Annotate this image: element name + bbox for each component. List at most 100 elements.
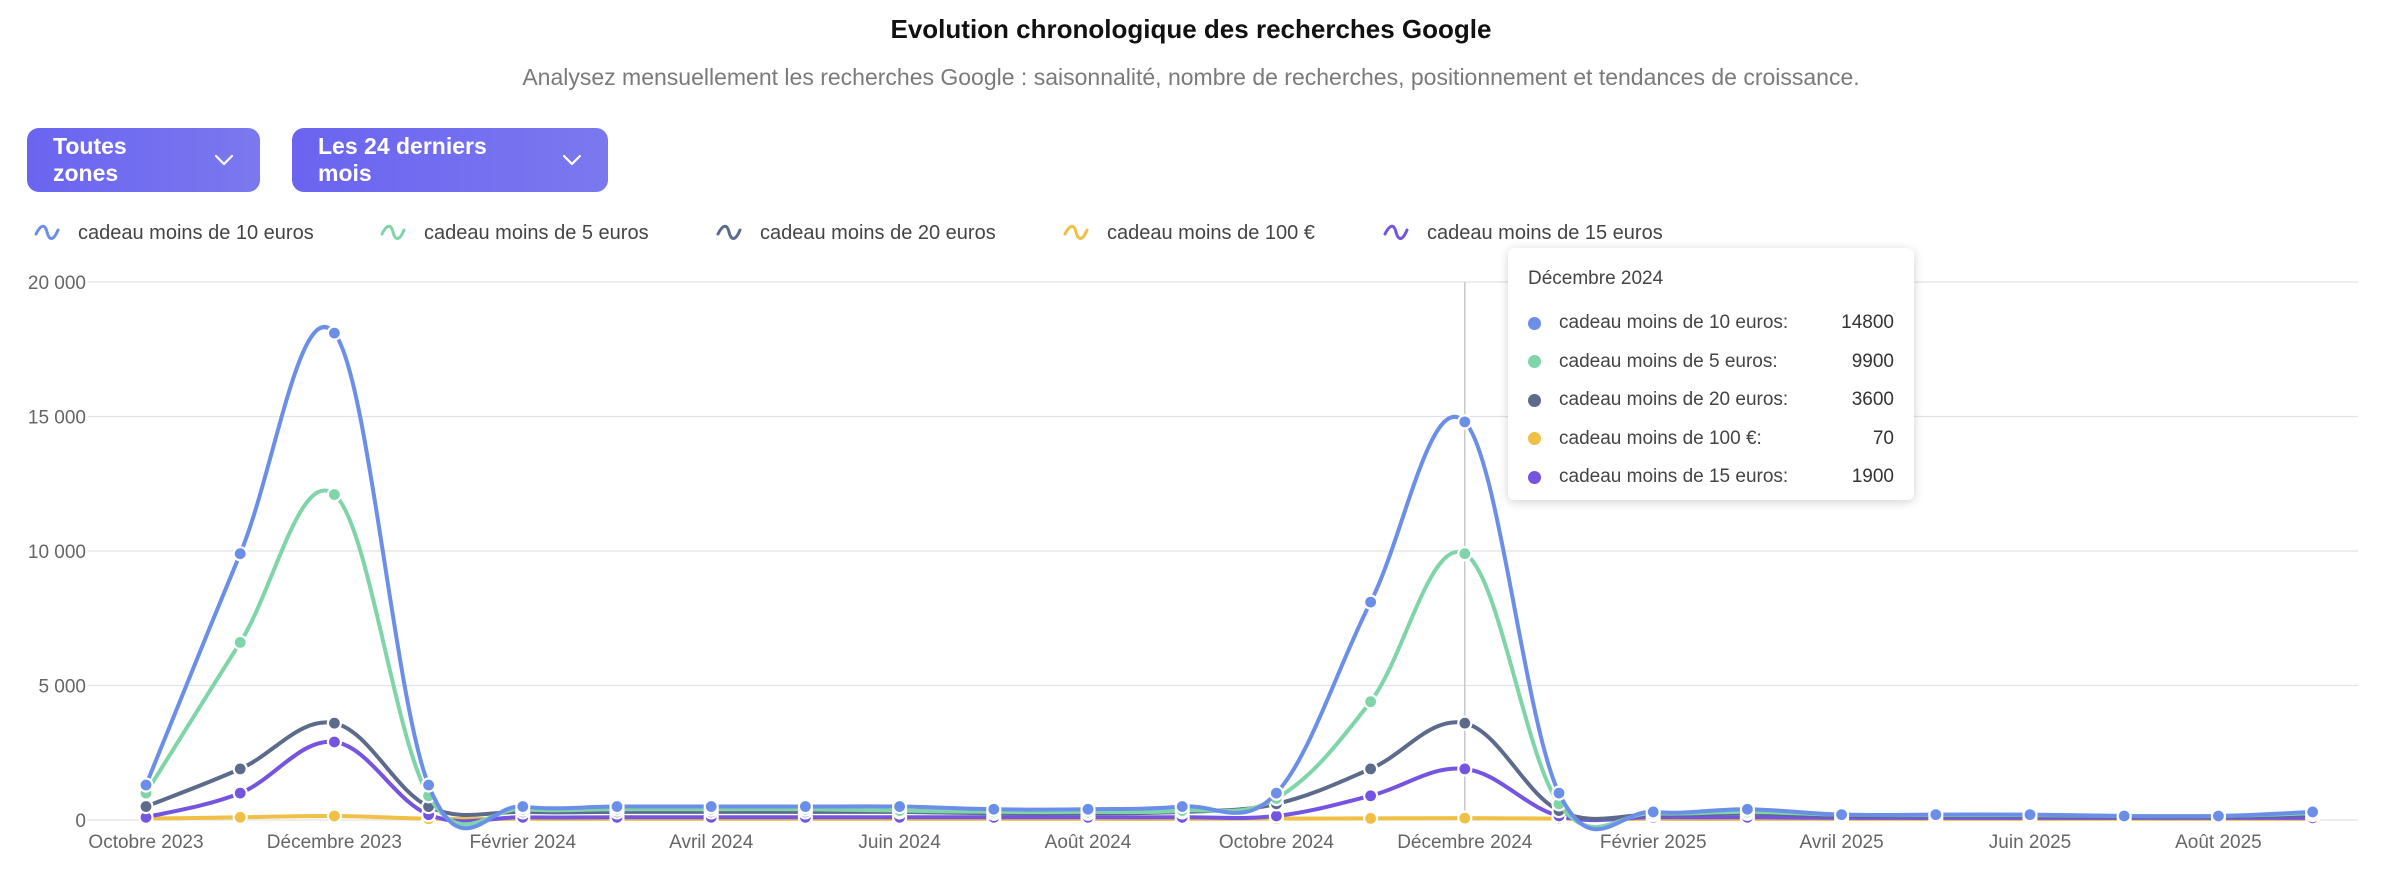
- data-point[interactable]: [326, 715, 342, 731]
- legend-item[interactable]: cadeau moins de 5 euros: [380, 222, 649, 244]
- x-tick-label: Juin 2024: [858, 832, 941, 853]
- tooltip-row: cadeau moins de 15 euros: 1900: [1528, 458, 1894, 497]
- period-dropdown-label: Les 24 derniers mois: [318, 133, 487, 186]
- data-point[interactable]: [1833, 807, 1850, 823]
- data-point[interactable]: [232, 761, 248, 777]
- y-tick-label: 0: [75, 811, 86, 832]
- chart-legend: cadeau moins de 10 euros cadeau moins de …: [34, 222, 1663, 244]
- data-point[interactable]: [891, 798, 908, 815]
- wave-icon: [1383, 224, 1409, 240]
- legend-label: cadeau moins de 100 €: [1107, 222, 1315, 244]
- x-tick-label: Février 2024: [469, 832, 576, 853]
- data-point[interactable]: [1457, 761, 1473, 777]
- tooltip-series-value: 1900: [1851, 466, 1894, 488]
- legend-item[interactable]: cadeau moins de 10 euros: [34, 222, 314, 244]
- zone-dropdown-label: Toutes zones: [53, 133, 127, 186]
- data-point[interactable]: [326, 486, 342, 503]
- tooltip-title: Décembre 2024: [1528, 268, 1664, 289]
- data-point[interactable]: [609, 798, 625, 815]
- tooltip-series-name: cadeau moins de 10 euros:: [1559, 312, 1789, 334]
- data-point[interactable]: [1080, 801, 1096, 817]
- x-tick-label: Août 2024: [1045, 832, 1132, 853]
- data-point[interactable]: [1457, 715, 1473, 731]
- data-point[interactable]: [232, 809, 248, 825]
- data-point[interactable]: [1362, 810, 1379, 826]
- chevron-down-icon: [214, 154, 234, 166]
- tooltip-series-name: cadeau moins de 15 euros:: [1559, 466, 1789, 488]
- series-dot-icon: [1528, 432, 1541, 446]
- series-dot-icon: [1528, 316, 1541, 330]
- x-axis: Octobre 2023 Décembre 2023 Février 2024 Avr…: [88, 832, 2261, 853]
- data-point[interactable]: [232, 785, 248, 801]
- wave-icon: [34, 224, 60, 240]
- tooltip-row: cadeau moins de 5 euros: 9900: [1528, 343, 1894, 382]
- data-point[interactable]: [1457, 546, 1473, 562]
- data-point[interactable]: [1362, 694, 1379, 710]
- data-point[interactable]: [2022, 807, 2038, 823]
- legend-label: cadeau moins de 15 euros: [1427, 222, 1663, 244]
- data-point[interactable]: [421, 777, 437, 793]
- x-tick-label: Octobre 2023: [88, 832, 203, 853]
- legend-label: cadeau moins de 20 euros: [760, 222, 996, 244]
- data-point[interactable]: [2210, 808, 2226, 824]
- series-dot-icon: [1528, 355, 1541, 369]
- series-1: [138, 486, 2321, 829]
- data-point[interactable]: [1174, 798, 1190, 815]
- y-tick-label: 10 000: [28, 542, 86, 563]
- data-point[interactable]: [1362, 594, 1379, 610]
- legend-item[interactable]: cadeau moins de 100 €: [1063, 222, 1315, 244]
- chart-title: Evolution chronologique des recherches G…: [890, 14, 1492, 44]
- tooltip-series-name: cadeau moins de 20 euros:: [1559, 389, 1789, 411]
- data-point[interactable]: [1268, 785, 1285, 801]
- data-point[interactable]: [703, 798, 719, 815]
- data-point[interactable]: [797, 798, 814, 815]
- x-tick-label: Février 2025: [1600, 832, 1707, 853]
- data-point[interactable]: [1457, 810, 1473, 826]
- tooltip-series-value: 9900: [1851, 350, 1894, 372]
- data-point[interactable]: [986, 801, 1002, 817]
- x-tick-label: Décembre 2024: [1397, 832, 1533, 853]
- data-point[interactable]: [326, 734, 342, 750]
- data-point[interactable]: [1362, 788, 1379, 804]
- data-point[interactable]: [1457, 414, 1473, 430]
- data-point[interactable]: [232, 546, 248, 562]
- tooltip-row: cadeau moins de 100 €: 70: [1528, 420, 1894, 459]
- wave-icon: [380, 224, 406, 240]
- series-line: [145, 720, 2313, 821]
- data-point[interactable]: [326, 325, 342, 341]
- series-line: [144, 325, 2313, 832]
- data-point[interactable]: [2116, 808, 2132, 824]
- data-point[interactable]: [2305, 804, 2321, 820]
- data-point[interactable]: [1645, 804, 1661, 820]
- series-line: [144, 488, 2313, 829]
- data-point[interactable]: [1362, 761, 1379, 777]
- tooltip-series-value: 70: [1872, 427, 1894, 449]
- chart-grid: [88, 281, 2358, 821]
- y-tick-label: 5 000: [38, 677, 86, 698]
- x-tick-label: Juin 2025: [1989, 832, 2071, 853]
- data-point[interactable]: [1928, 807, 1944, 823]
- legend-item[interactable]: cadeau moins de 15 euros: [1383, 222, 1663, 244]
- tooltip-series-value: 14800: [1841, 312, 1894, 334]
- data-point[interactable]: [1739, 801, 1756, 817]
- x-tick-label: Décembre 2023: [267, 832, 402, 853]
- wave-icon: [716, 224, 742, 240]
- data-point[interactable]: [232, 634, 248, 651]
- data-point[interactable]: [1551, 785, 1567, 801]
- series-dot-icon: [1528, 393, 1541, 407]
- chevron-down-icon: [562, 154, 582, 166]
- data-point[interactable]: [138, 777, 154, 793]
- zone-dropdown-button[interactable]: Toutes zones: [27, 128, 260, 192]
- legend-item[interactable]: cadeau moins de 20 euros: [716, 222, 996, 244]
- data-point[interactable]: [326, 808, 342, 824]
- period-dropdown-button[interactable]: Les 24 derniers mois: [292, 128, 608, 192]
- series-0: [138, 325, 2321, 832]
- wave-icon: [1063, 224, 1089, 240]
- y-tick-label: 20 000: [28, 273, 86, 294]
- series-dot-icon: [1528, 470, 1541, 484]
- tooltip-row: cadeau moins de 20 euros: 3600: [1528, 381, 1894, 420]
- data-point[interactable]: [515, 798, 531, 815]
- data-point[interactable]: [138, 798, 154, 815]
- y-axis: 0 5 000 10 000 15 000 20 000: [28, 273, 86, 832]
